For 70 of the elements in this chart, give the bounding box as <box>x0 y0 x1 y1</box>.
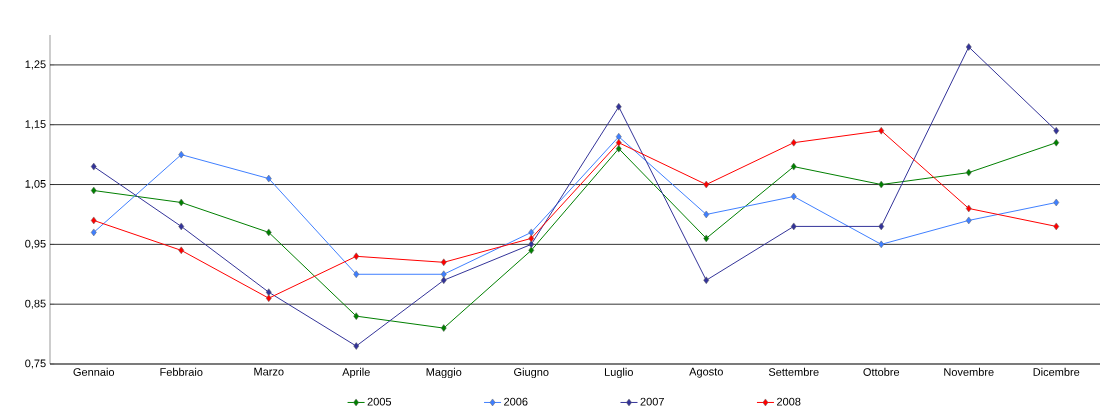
point <box>615 138 622 147</box>
point <box>90 162 97 171</box>
point <box>528 234 535 243</box>
point <box>265 174 272 183</box>
point <box>965 168 972 177</box>
point <box>353 252 360 261</box>
point <box>615 102 622 111</box>
point <box>440 258 447 267</box>
point <box>1053 222 1060 231</box>
point <box>528 246 535 255</box>
point <box>178 246 185 255</box>
point <box>440 270 447 278</box>
point <box>790 222 797 231</box>
x-tick-label: Luglio <box>604 367 633 379</box>
x-tick-label: Febbraio <box>160 367 203 376</box>
point <box>965 204 972 213</box>
point <box>878 240 885 249</box>
point <box>615 144 622 153</box>
x-tick-label: Maggio <box>426 367 462 379</box>
point <box>790 162 797 171</box>
point <box>703 180 710 189</box>
point <box>790 192 797 201</box>
x-tick-label: Ottobre <box>863 367 900 376</box>
point <box>965 216 972 225</box>
point <box>528 240 535 249</box>
point <box>1053 126 1060 135</box>
legend-label: 2005 <box>367 397 392 406</box>
point <box>265 228 272 237</box>
point <box>615 132 622 141</box>
legend-label: 2007 <box>640 397 664 406</box>
point <box>265 294 272 302</box>
x-tick-label: Gennaio <box>73 367 115 376</box>
x-tick-label: Marzo <box>254 367 284 376</box>
point <box>265 288 272 296</box>
y-tick-label: 0,95 <box>25 239 46 249</box>
point <box>703 234 710 243</box>
legend-label: 2008 <box>777 397 801 406</box>
y-tick-label: 0,85 <box>25 299 46 309</box>
point <box>703 276 710 284</box>
y-tick-label: 1,25 <box>25 60 46 70</box>
y-tick-label: 1,15 <box>25 120 46 130</box>
point <box>965 43 972 51</box>
point <box>178 198 185 207</box>
point <box>703 210 710 219</box>
point <box>178 150 185 159</box>
point <box>878 222 885 231</box>
point <box>1053 198 1060 207</box>
x-tick-label: Aprile <box>342 367 370 379</box>
point <box>90 186 97 195</box>
point <box>353 342 360 350</box>
point <box>440 324 447 332</box>
point <box>353 270 360 278</box>
point <box>878 180 885 189</box>
x-tick-label: Agosto <box>689 367 723 378</box>
point <box>528 228 535 237</box>
x-tick-label: Novembre <box>944 367 994 376</box>
point <box>790 138 797 147</box>
y-tick-label: 0,75 <box>25 359 46 369</box>
legend-label: 2006 <box>504 397 528 406</box>
point <box>178 222 185 231</box>
point <box>90 228 97 237</box>
x-tick-label: Giugno <box>514 367 549 379</box>
point <box>353 312 360 320</box>
point <box>90 216 97 225</box>
point <box>878 126 885 135</box>
x-tick-label: Dicembre <box>1033 367 1080 376</box>
y-tick-label: 1,05 <box>25 179 46 190</box>
x-tick-label: Settembre <box>768 367 819 376</box>
point <box>1053 138 1060 147</box>
point <box>440 276 447 284</box>
